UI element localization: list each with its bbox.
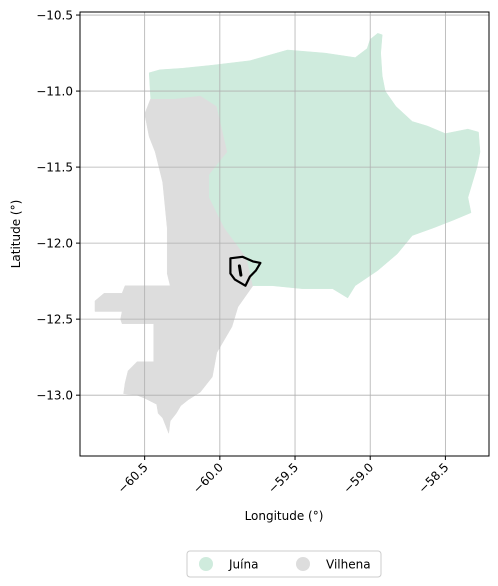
y-tick-label-2: −11.5: [36, 161, 73, 175]
plot-frame: [79, 11, 490, 457]
x-tick-label-2: −59.5: [265, 460, 301, 496]
highlighted-inner-mark: [237, 264, 243, 277]
grid-lines: [80, 12, 489, 456]
legend-label-vilhena: Vilhena: [326, 558, 371, 572]
x-axis-label: Longitude (°): [245, 509, 324, 523]
y-axis-label: Latitude (°): [9, 200, 23, 269]
y-tick-label-1: −11.0: [36, 85, 73, 99]
x-tick-label-3: −59.0: [340, 460, 376, 496]
y-axis-ticks: −10.5 −11.0 −11.5 −12.0 −12.5 −13.0: [36, 9, 80, 403]
region-juina: [148, 33, 481, 299]
x-tick-label-4: −58.5: [416, 460, 452, 496]
highlight-outline: [229, 255, 262, 287]
x-tick-label-0: −60.5: [115, 460, 151, 496]
map-regions: [94, 33, 481, 434]
y-tick-label-4: −12.5: [36, 313, 73, 327]
x-tick-label-1: −60.0: [190, 460, 226, 496]
y-tick-label-5: −13.0: [36, 389, 73, 403]
y-tick-label-3: −12.0: [36, 237, 73, 251]
legend-swatch-vilhena: [296, 557, 310, 571]
highlighted-municipality-outline: [229, 255, 262, 287]
y-tick-label-0: −10.5: [36, 9, 73, 23]
legend-label-juina: Juína: [228, 558, 258, 572]
legend: Juína Vilhena: [186, 550, 382, 578]
legend-swatch-juina: [199, 557, 213, 571]
legend-box: [186, 550, 382, 578]
x-axis-ticks: −60.5 −60.0 −59.5 −59.0 −58.5: [115, 456, 452, 496]
